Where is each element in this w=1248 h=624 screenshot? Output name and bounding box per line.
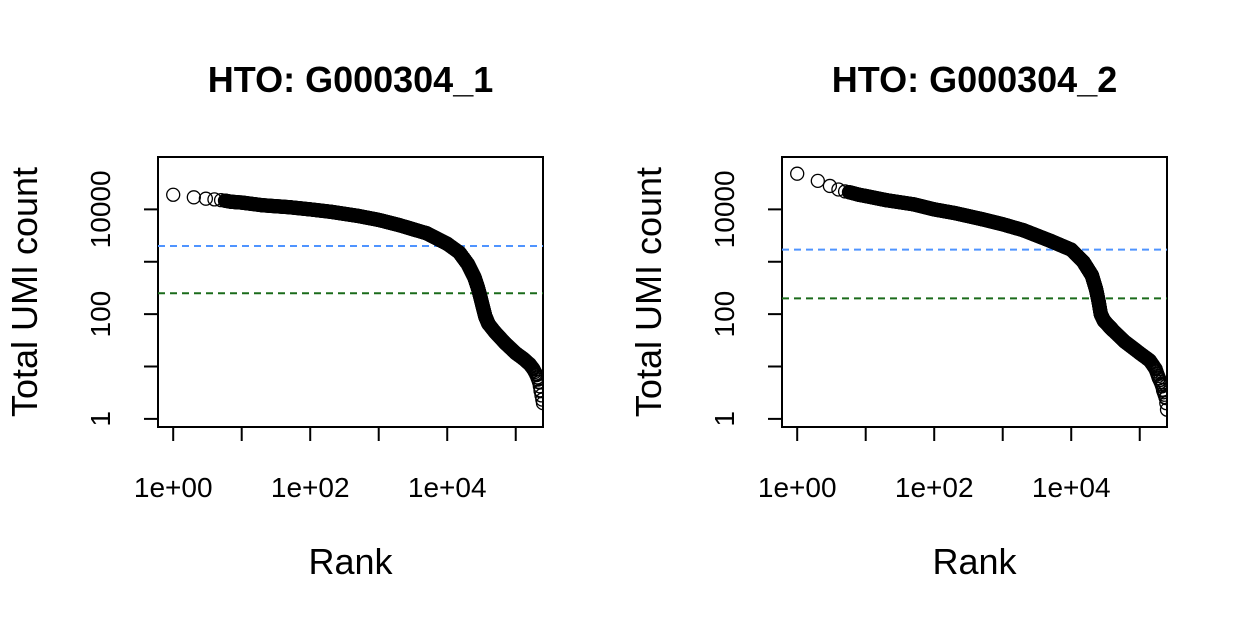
data-point [1159,402,1167,417]
y-axis-label: Total UMI count [628,167,669,417]
x-axis-label: Rank [932,541,1017,582]
x-axis-label: Rank [308,541,393,582]
data-point [529,368,543,383]
data-point [531,374,543,389]
chart-title: HTO: G000304_2 [832,59,1118,100]
x-tick-label: 1e+04 [1032,472,1111,503]
data-point [1159,396,1167,411]
data-point [1158,390,1167,405]
x-tick-label: 1e+00 [134,472,213,503]
data-series [166,187,543,411]
data-point [198,191,214,206]
chart-panel-1: HTO: G000304_1 1e+00 1e+02 1e+04 1 100 10000 Ra… [4,59,544,582]
y-tick-label: 10000 [709,170,740,248]
plot-frame [157,156,544,428]
chart-title: HTO: G000304_1 [208,59,494,100]
y-tick-label: 100 [85,291,116,338]
data-point [533,384,543,399]
data-point [186,190,201,205]
y-tick-label: 10000 [85,170,116,248]
data-point [1154,376,1167,391]
plot-frame [781,156,1168,428]
x-tick-label: 1e+00 [758,472,837,503]
data-point [481,316,496,331]
x-tick-label: 1e+04 [408,472,487,503]
data-point [822,178,838,194]
data-series [790,166,1167,417]
data-point [166,187,181,202]
data-point [531,372,543,387]
data-point [790,166,805,181]
data-point [810,173,825,189]
data-point [1155,379,1167,394]
data-point [530,370,543,385]
data-point [1156,385,1167,400]
chart-panel-2: HTO: G000304_2 1e+00 1e+02 1e+04 1 100 10000 Ra… [628,59,1168,582]
data-point [1157,387,1167,402]
data-point [532,379,543,394]
y-tick-label: 1 [709,411,740,427]
x-tick-label: 1e+02 [271,472,350,503]
y-axis-label: Total UMI count [4,167,45,417]
x-tick-label: 1e+02 [895,472,974,503]
data-point [535,392,543,407]
data-point [1153,374,1167,390]
data-point [1105,322,1120,337]
y-tick-label: 1 [85,411,116,427]
y-tick-label: 100 [709,291,740,338]
data-point [1155,382,1167,397]
data-point [534,388,543,403]
